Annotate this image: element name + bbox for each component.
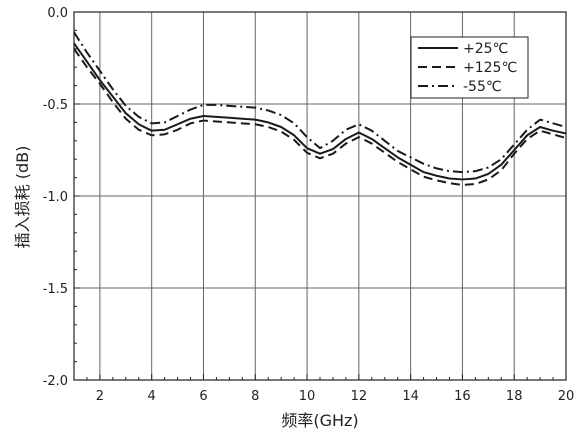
legend-label-25c: +25℃ (463, 41, 508, 57)
x-tick-label: 8 (251, 389, 259, 404)
legend-label-125c: +125℃ (463, 60, 517, 76)
x-tick-label: 2 (96, 389, 104, 404)
x-tick-label: 6 (199, 389, 207, 404)
y-tick-label: -1.5 (43, 282, 68, 297)
tick-labels: 2 4 6 8 10 12 14 16 18 20 0.0 -0.5 -1.0 -1.5 -2.0 (43, 6, 575, 404)
legend: +25℃ +125℃ -55℃ (410, 36, 529, 99)
series-lines (73, 31, 567, 186)
x-tick-label: 18 (506, 389, 523, 404)
x-tick-label: 10 (299, 389, 316, 404)
x-axis-title: 频率(GHz) (281, 411, 358, 430)
series-line-minus55c (73, 31, 567, 174)
series-line-125c (73, 48, 567, 186)
x-tick-label: 14 (402, 389, 419, 404)
grid-lines (74, 12, 566, 380)
y-tick-label: -2.0 (43, 374, 68, 389)
x-tick-label: 20 (558, 389, 575, 404)
y-axis-title: 插入损耗 (dB) (13, 146, 32, 249)
y-tick-label: -1.0 (43, 190, 68, 205)
x-tick-label: 4 (148, 389, 156, 404)
y-tick-label: 0.0 (47, 6, 68, 21)
y-tick-label: -0.5 (43, 98, 68, 113)
tick-marks (73, 11, 567, 381)
legend-label-minus55c: -55℃ (463, 79, 502, 95)
x-tick-label: 16 (454, 389, 471, 404)
x-tick-label: 12 (351, 389, 368, 404)
series-line-25c (73, 42, 567, 181)
